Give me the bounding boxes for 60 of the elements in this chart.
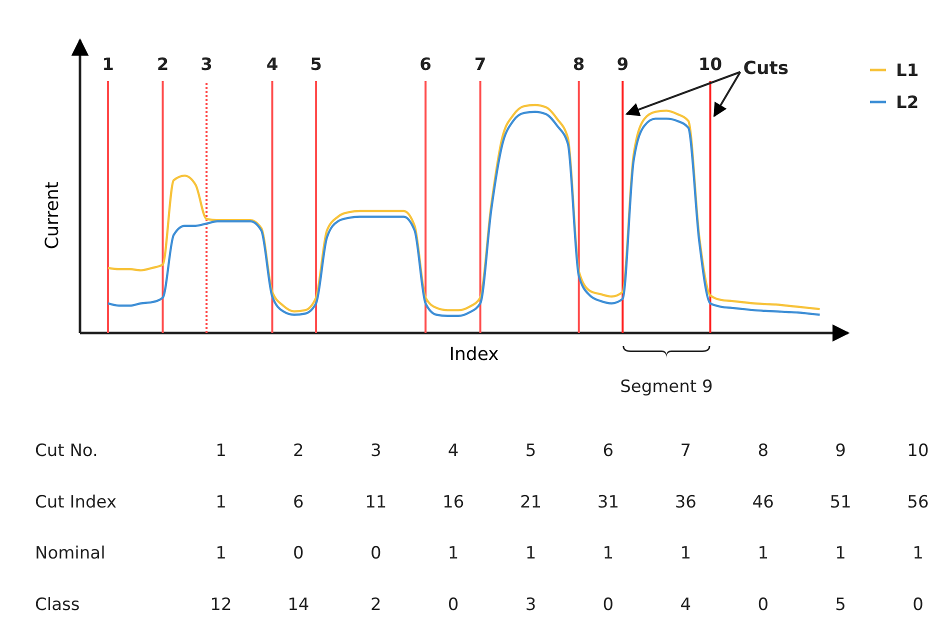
data-label: 0 xyxy=(448,595,459,615)
data-label: 1 xyxy=(680,544,692,564)
x-tick-label: 5 xyxy=(310,55,322,75)
x-tick-label: 4 xyxy=(266,55,278,75)
data-label: 51 xyxy=(830,492,852,512)
legend-label: L1 xyxy=(896,61,919,81)
y-tick-label: Class xyxy=(35,595,80,615)
data-label: 5 xyxy=(525,441,536,461)
data-label: 1 xyxy=(448,544,459,564)
data-label: 4 xyxy=(448,441,459,461)
data-label: 1 xyxy=(525,544,536,564)
data-label: 46 xyxy=(752,492,774,512)
data-label: 3 xyxy=(525,595,536,615)
data-label: 0 xyxy=(758,595,769,615)
x-tick-label: 10 xyxy=(698,55,722,75)
data-label: 1 xyxy=(758,544,769,564)
data-label: 21 xyxy=(520,492,542,512)
data-label: 36 xyxy=(674,492,696,512)
data-label: 0 xyxy=(602,595,614,615)
data-label: 7 xyxy=(680,441,692,461)
x-tick-label: 8 xyxy=(572,55,585,75)
y-tick-label: Cut Index xyxy=(35,492,117,512)
y-axis-title: Current xyxy=(42,182,63,250)
y-tick-label: Nominal xyxy=(35,544,106,564)
x-axis-title: Index xyxy=(449,344,500,365)
data-label: 0 xyxy=(293,544,304,564)
x-tick-label: 1 xyxy=(102,55,114,75)
text: Cuts xyxy=(743,58,789,79)
x-tick-label: 9 xyxy=(616,55,629,75)
x-tick-label: 6 xyxy=(420,55,432,75)
data-label: 2 xyxy=(370,595,382,615)
text: Segment 9 xyxy=(620,377,713,397)
data-label: 3 xyxy=(370,441,382,461)
x-tick-label: 7 xyxy=(474,55,486,75)
data-label: 1 xyxy=(216,441,226,461)
data-label: 0 xyxy=(370,544,382,564)
data-label: 14 xyxy=(288,595,310,615)
data-label: 6 xyxy=(293,492,304,512)
x-tick-label: 3 xyxy=(200,55,212,75)
data-label: 2 xyxy=(293,441,304,461)
data-label: 9 xyxy=(835,441,846,461)
data-label: 0 xyxy=(912,595,924,615)
legend-label: L2 xyxy=(896,93,919,113)
data-label: 56 xyxy=(907,492,929,512)
data-label: 8 xyxy=(758,441,769,461)
data-label: 31 xyxy=(597,492,620,512)
data-label: 16 xyxy=(442,492,464,512)
data-label: 6 xyxy=(602,441,614,461)
data-label: 5 xyxy=(835,595,846,615)
data-label: 11 xyxy=(365,492,387,512)
data-label: 12 xyxy=(210,595,232,615)
data-label: 1 xyxy=(216,544,226,564)
y-tick-label: Cut No. xyxy=(35,441,98,461)
data-label: 4 xyxy=(680,595,692,615)
x-tick-label: 2 xyxy=(156,55,169,75)
data-label: 10 xyxy=(907,441,929,461)
data-label: 1 xyxy=(216,492,226,512)
data-label: 1 xyxy=(912,544,924,564)
data-label: 1 xyxy=(602,544,614,564)
data-label: 1 xyxy=(835,544,846,564)
